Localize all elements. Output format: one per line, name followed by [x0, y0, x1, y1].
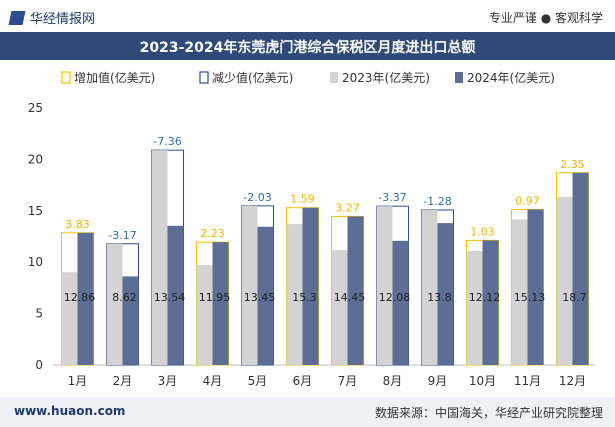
- value-label-2024: 15.3: [292, 291, 317, 304]
- bar-2024: [527, 209, 544, 365]
- x-tick-label: 4月: [203, 374, 223, 388]
- bar-2024: [572, 172, 589, 365]
- bar-2024: [392, 240, 409, 365]
- legend-label: 2023年(亿美元): [342, 70, 430, 85]
- legend-swatch: [61, 71, 71, 84]
- change-label: 2.23: [200, 227, 225, 240]
- x-tick-label: 3月: [158, 374, 178, 388]
- x-tick-label: 9月: [428, 374, 448, 388]
- x-tick-label: 8月: [383, 374, 403, 388]
- x-tick-label: 1月: [68, 374, 88, 388]
- chart: 增加值(亿美元) 减少值(亿美元) 2023年(亿美元) 2024年(亿美元) 0 5 10…: [28, 70, 595, 388]
- legend-swatch: [455, 72, 463, 83]
- title-bar: 2023-2024年东莞虎门港综合保税区月度进出口总额: [0, 32, 615, 60]
- value-label-2024: 15.13: [514, 291, 546, 304]
- bar-2023: [106, 243, 123, 365]
- bar-2024: [257, 226, 274, 365]
- bar-2023: [556, 196, 573, 365]
- bar-2024: [302, 207, 319, 365]
- legend-label: 减少值(亿美元): [212, 70, 293, 85]
- website-link[interactable]: www.huaon.com: [14, 404, 126, 418]
- legend-label: 增加值(亿美元): [74, 70, 155, 85]
- x-tick-label: 11月: [514, 374, 541, 388]
- bar-2024: [122, 276, 139, 365]
- change-label: -2.03: [243, 191, 271, 204]
- change-label: 0.97: [515, 194, 540, 207]
- value-label-2024: 12.08: [379, 291, 411, 304]
- bar-2023: [466, 250, 483, 365]
- y-tick-label: 15: [28, 204, 43, 218]
- value-label-2024: 13.45: [244, 291, 276, 304]
- brand-name: 华经情报网: [30, 12, 96, 27]
- logo-icon: [8, 10, 26, 25]
- change-label: -1.28: [423, 195, 451, 208]
- bar-2023: [511, 219, 528, 365]
- legend-swatch: [199, 71, 209, 84]
- value-label-2024: 12.12: [469, 291, 501, 304]
- y-tick-label: 5: [35, 307, 43, 321]
- change-label: 3.27: [335, 201, 360, 214]
- footer: www.huaon.com 数据来源：中国海关，华经产业研究院整理: [0, 397, 615, 427]
- y-tick-label: 20: [28, 152, 43, 166]
- x-tick-label: 6月: [293, 374, 313, 388]
- change-label: 3.83: [65, 218, 90, 231]
- data-source: 数据来源：中国海关，华经产业研究院整理: [374, 406, 603, 420]
- bar-2023: [376, 206, 393, 365]
- brand: 华经情报网: [8, 8, 96, 27]
- value-label-2024: 11.95: [199, 291, 231, 304]
- y-tick-label: 25: [28, 101, 43, 115]
- change-label: 1.03: [470, 225, 495, 238]
- bar-2023: [61, 272, 78, 365]
- legend-swatch: [330, 72, 338, 83]
- bar-2024: [347, 216, 364, 365]
- bar-2023: [196, 265, 213, 365]
- value-label-2024: 13.54: [154, 291, 186, 304]
- change-label: -3.17: [108, 229, 136, 242]
- top-bar: 华经情报网 专业严谨 ● 客观科学: [0, 0, 615, 32]
- y-tick-label: 0: [35, 358, 43, 372]
- value-label-2024: 18.7: [562, 291, 587, 304]
- change-label: 2.35: [560, 158, 585, 171]
- x-tick-label: 12月: [559, 374, 586, 388]
- bar-2023: [421, 209, 438, 365]
- x-tick-label: 7月: [338, 374, 358, 388]
- bar-2023: [241, 205, 258, 365]
- bar-2023: [151, 150, 168, 365]
- bar-2023: [331, 250, 348, 365]
- x-tick-label: 2月: [113, 374, 133, 388]
- change-label: -7.36: [153, 135, 181, 148]
- bar-2024: [212, 242, 229, 365]
- change-label: -3.37: [378, 191, 406, 204]
- value-label-2024: 14.45: [334, 291, 366, 304]
- x-tick-label: 10月: [469, 374, 496, 388]
- y-tick-label: 10: [28, 255, 43, 269]
- change-label: 1.59: [290, 193, 315, 206]
- bar-2024: [167, 225, 184, 365]
- chart-title: 2023-2024年东莞虎门港综合保税区月度进出口总额: [139, 40, 476, 56]
- bar-2024: [437, 223, 454, 365]
- value-label-2024: 13.8: [427, 291, 452, 304]
- legend-label: 2024年(亿美元): [467, 70, 555, 85]
- value-label-2024: 12.86: [64, 291, 96, 304]
- value-label-2024: 8.62: [112, 291, 137, 304]
- x-tick-label: 5月: [248, 374, 268, 388]
- bar-2024: [482, 240, 499, 365]
- bar-2024: [77, 232, 94, 365]
- bar-2023: [286, 224, 303, 365]
- slogan: 专业严谨 ● 客观科学: [488, 11, 603, 25]
